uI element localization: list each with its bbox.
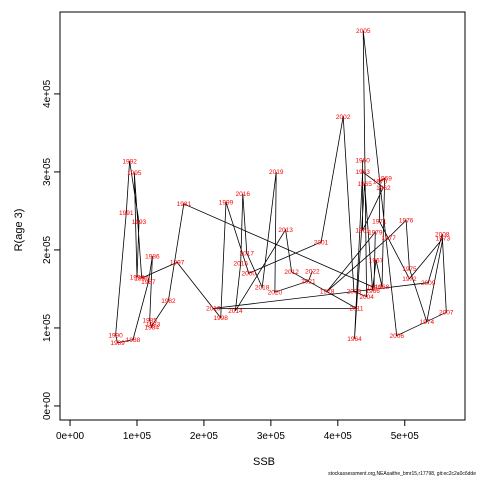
y-tick-label: 3e+05 (42, 157, 53, 186)
point-label-1962: 1962 (376, 185, 391, 192)
x-axis-title: SSB (253, 456, 275, 468)
point-label-1990: 1990 (108, 332, 123, 339)
point-label-1960: 1960 (355, 158, 370, 165)
point-label-1965: 1965 (357, 181, 372, 188)
footer-source-text: stockassessment.org,NEAsaithe_bmr15,r177… (328, 471, 476, 477)
point-label-1966: 1966 (365, 288, 380, 295)
point-label-1995: 1995 (127, 170, 142, 177)
point-label-1996: 1996 (134, 275, 149, 282)
point-label-1979: 1979 (368, 229, 383, 236)
point-label-2015: 2015 (234, 260, 249, 267)
point-label-1999: 1999 (219, 200, 234, 207)
point-label-1967: 1967 (369, 257, 384, 264)
point-label-1970: 1970 (373, 179, 388, 186)
point-label-1986: 1986 (145, 253, 160, 260)
point-label-2008: 2008 (435, 232, 450, 239)
point-label-2018: 2018 (255, 285, 270, 292)
point-label-1993: 1993 (132, 219, 147, 226)
point-label-1961: 1961 (355, 228, 370, 235)
point-label-2006: 2006 (389, 333, 404, 340)
point-label-1994: 1994 (130, 275, 145, 282)
x-tick-label: 2e+05 (190, 431, 219, 442)
point-label-1978: 1978 (320, 289, 335, 296)
point-label-1981: 1981 (177, 201, 192, 208)
point-label-2020: 2020 (268, 289, 283, 296)
connecting-line-group (115, 30, 447, 344)
point-label-2003: 2003 (347, 289, 362, 296)
point-label-2014: 2014 (228, 308, 243, 315)
point-label-2000: 2000 (242, 271, 257, 278)
point-label-1980: 1980 (367, 285, 382, 292)
x-tick-label: 4e+05 (324, 431, 353, 442)
series-line (115, 30, 447, 344)
x-tick-label: 0e+00 (56, 431, 85, 442)
point-label-1964: 1964 (347, 336, 362, 343)
point-label-1982: 1982 (161, 298, 176, 305)
point-label-1991: 1991 (119, 210, 134, 217)
point-label-2002: 2002 (336, 114, 351, 121)
point-label-1968: 1968 (375, 284, 390, 291)
point-label-1983: 1983 (146, 321, 161, 328)
y-axis-title: R(age 3) (13, 209, 25, 252)
point-label-2009: 2009 (421, 280, 436, 287)
point-label-1997: 1997 (170, 260, 185, 267)
point-label-1971: 1971 (372, 218, 387, 225)
axes-group: 0e+00 1e+05 2e+05 3e+05 4e+05 5e+05 0e+00 1e+05… (42, 11, 466, 442)
point-label-1974: 1974 (420, 319, 435, 326)
point-label-2022: 2022 (305, 268, 320, 275)
point-label-2019: 2019 (269, 169, 284, 176)
x-tick-label: 3e+05 (257, 431, 286, 442)
point-label-2016: 2016 (236, 191, 251, 198)
point-label-1992: 1992 (122, 158, 137, 165)
point-label-1975: 1975 (402, 266, 417, 273)
point-label-1972: 1972 (402, 276, 417, 283)
point-label-2005: 2005 (356, 28, 371, 35)
point-label-1984: 1984 (144, 324, 159, 331)
point-label-2001: 2001 (314, 239, 329, 246)
point-label-1989: 1989 (110, 340, 125, 347)
x-tick-label: 5e+05 (391, 431, 420, 442)
point-label-2011: 2011 (350, 306, 364, 313)
point-label-1987: 1987 (141, 279, 156, 286)
point-label-1973: 1973 (436, 236, 451, 243)
point-label-1963: 1963 (355, 169, 370, 176)
plot-frame (59, 11, 466, 421)
y-tick-label: 2e+05 (42, 235, 53, 264)
point-label-1977: 1977 (381, 235, 396, 242)
point-label-1976: 1976 (399, 218, 414, 225)
y-tick-label: 4e+05 (42, 79, 53, 108)
point-label-1969: 1969 (377, 175, 392, 182)
point-label-1988: 1988 (126, 337, 141, 344)
year-label-group: 1960 1961 1962 1963 1964 1965 1966 1967 1968 1969… (108, 28, 454, 347)
point-label-2013: 2013 (278, 227, 293, 234)
point-label-2007: 2007 (439, 310, 454, 317)
point-label-2004: 2004 (359, 294, 374, 301)
y-tick-label: 0e+00 (42, 391, 53, 420)
point-label-2010: 2010 (206, 306, 221, 313)
point-label-2012: 2012 (284, 269, 299, 276)
point-label-1985: 1985 (142, 317, 157, 324)
x-tick-label: 1e+05 (123, 431, 152, 442)
point-label-1998: 1998 (213, 315, 228, 322)
point-label-2017: 2017 (240, 250, 255, 257)
point-label-2021: 2021 (301, 278, 316, 285)
y-tick-label: 1e+05 (42, 313, 53, 342)
